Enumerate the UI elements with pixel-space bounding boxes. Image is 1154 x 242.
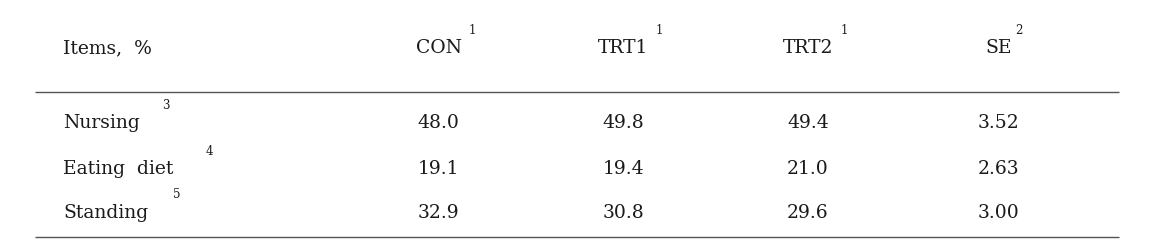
Text: 1: 1 — [655, 24, 664, 37]
Text: 19.1: 19.1 — [418, 160, 459, 178]
Text: Items,  %: Items, % — [63, 39, 152, 57]
Text: 2.63: 2.63 — [977, 160, 1019, 178]
Text: 2: 2 — [1016, 24, 1022, 37]
Text: TRT2: TRT2 — [782, 39, 833, 57]
Text: TRT1: TRT1 — [598, 39, 649, 57]
Text: 49.8: 49.8 — [602, 114, 644, 132]
Text: 48.0: 48.0 — [418, 114, 459, 132]
Text: 30.8: 30.8 — [602, 204, 644, 222]
Text: 32.9: 32.9 — [418, 204, 459, 222]
Text: Standing: Standing — [63, 204, 149, 222]
Text: Nursing: Nursing — [63, 114, 141, 132]
Text: 21.0: 21.0 — [787, 160, 829, 178]
Text: CON: CON — [415, 39, 462, 57]
Text: 3.52: 3.52 — [977, 114, 1019, 132]
Text: 1: 1 — [840, 24, 848, 37]
Text: 3.00: 3.00 — [977, 204, 1019, 222]
Text: 1: 1 — [469, 24, 475, 37]
Text: 19.4: 19.4 — [602, 160, 644, 178]
Text: Eating  diet: Eating diet — [63, 160, 174, 178]
Text: 5: 5 — [173, 189, 181, 201]
Text: 29.6: 29.6 — [787, 204, 829, 222]
Text: SE: SE — [986, 39, 1011, 57]
Text: 3: 3 — [163, 99, 170, 112]
Text: 49.4: 49.4 — [787, 114, 829, 132]
Text: 4: 4 — [205, 145, 213, 158]
